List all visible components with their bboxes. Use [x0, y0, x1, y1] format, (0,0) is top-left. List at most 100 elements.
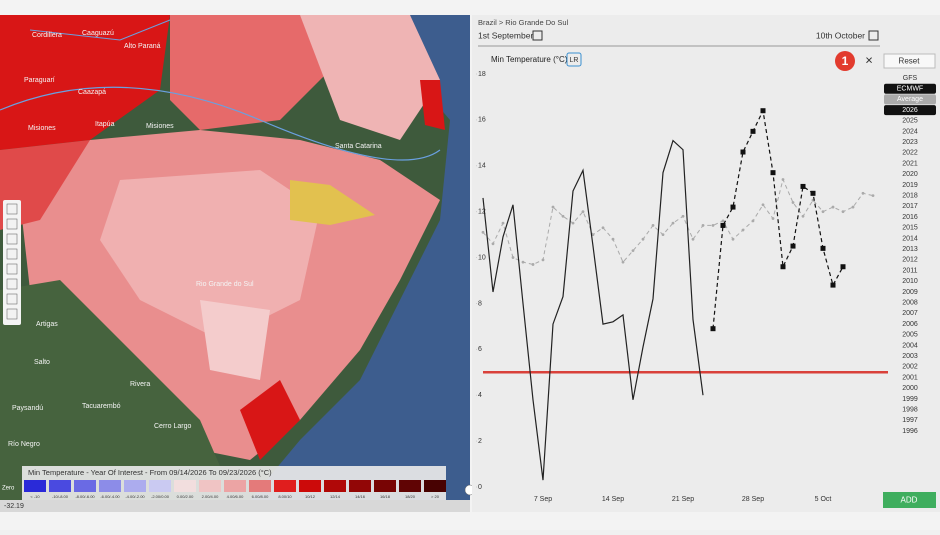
- map-legend-first: Zero: [2, 486, 15, 492]
- y-tick-label: 6: [478, 346, 482, 353]
- lr-button[interactable]: [566, 52, 582, 67]
- tool-button[interactable]: [6, 293, 18, 305]
- sidebar-item[interactable]: 2016: [902, 214, 918, 221]
- tool-button[interactable]: [6, 278, 18, 290]
- legend-label: 0.00/2.00: [177, 494, 194, 499]
- sidebar-item[interactable]: 1999: [902, 396, 918, 403]
- series-marker: [770, 170, 776, 176]
- legend-swatch: [324, 480, 346, 492]
- sidebar-item[interactable]: 2007: [902, 310, 918, 317]
- tool-button[interactable]: [6, 218, 18, 230]
- sidebar-item[interactable]: 2013: [902, 246, 918, 253]
- series-marker: [791, 201, 795, 204]
- sidebar-item[interactable]: 2004: [902, 342, 918, 349]
- legend-label: -2.00/0.00: [151, 494, 170, 499]
- sidebar-item[interactable]: 2020: [902, 171, 918, 178]
- series-marker: [840, 264, 846, 270]
- sidebar-item[interactable]: GFS: [903, 75, 918, 82]
- legend-swatch: [174, 480, 196, 492]
- tool-button[interactable]: [6, 233, 18, 245]
- sidebar-item[interactable]: 1997: [902, 417, 918, 424]
- y-tick-label: 10: [478, 254, 486, 261]
- series-marker: [730, 204, 736, 210]
- sidebar-item[interactable]: 2023: [902, 139, 918, 146]
- legend-label: > 20: [431, 494, 440, 499]
- tool-button[interactable]: [6, 203, 18, 215]
- sidebar-item[interactable]: Average: [897, 96, 923, 103]
- sidebar-item[interactable]: 2001: [902, 374, 918, 381]
- map-toolbar: [3, 200, 21, 325]
- map-label: Caaguazú: [82, 30, 114, 37]
- legend-swatch: [199, 480, 221, 492]
- sidebar-item[interactable]: 2015: [902, 225, 918, 232]
- sidebar-item[interactable]: 2006: [902, 321, 918, 328]
- legend-label: 6.00/8.00: [252, 494, 269, 499]
- lr-label[interactable]: LR: [570, 57, 579, 64]
- end-date[interactable]: 10th October: [816, 30, 865, 40]
- series-marker: [501, 221, 505, 225]
- legend-label: 16/18: [380, 494, 391, 499]
- sidebar-item[interactable]: 2010: [902, 278, 918, 285]
- y-tick-label: 16: [478, 117, 486, 124]
- series-marker: [761, 203, 765, 207]
- sidebar-item[interactable]: 2024: [902, 128, 918, 135]
- add-button[interactable]: [883, 492, 936, 508]
- close-button[interactable]: ×: [865, 52, 873, 67]
- series-marker: [750, 128, 756, 134]
- y-tick-label: 18: [478, 71, 486, 78]
- sidebar-item[interactable]: 2017: [902, 203, 918, 210]
- sidebar-item[interactable]: 2008: [902, 300, 918, 307]
- calendar-icon[interactable]: [532, 30, 543, 41]
- sidebar-item[interactable]: 2009: [902, 289, 918, 296]
- legend-label: -8.00/-6.00: [75, 494, 95, 499]
- series-marker: [861, 191, 865, 195]
- calendar-icon[interactable]: [868, 30, 879, 41]
- start-date[interactable]: 1st September: [478, 30, 533, 40]
- tool-button[interactable]: [6, 263, 18, 275]
- legend-label: 12/14: [330, 494, 341, 499]
- map-label: Salto: [34, 359, 50, 366]
- tool-button[interactable]: [6, 248, 18, 260]
- sidebar-item[interactable]: 2022: [902, 150, 918, 157]
- legend-swatch: [74, 480, 96, 492]
- tool-button[interactable]: [6, 308, 18, 320]
- series-marker: [771, 217, 775, 220]
- sidebar-item[interactable]: 2018: [902, 193, 918, 200]
- series-marker: [731, 237, 735, 241]
- sidebar-highlight: [884, 94, 936, 105]
- sidebar-item[interactable]: 2019: [902, 182, 918, 189]
- legend-label: 2.00/4.00: [202, 494, 219, 499]
- y-tick-label: 4: [478, 392, 482, 399]
- sidebar-item[interactable]: 1996: [902, 428, 918, 435]
- series-marker: [611, 237, 615, 241]
- sidebar-item[interactable]: 2000: [902, 385, 918, 392]
- map-coordinate: -32.19: [4, 503, 24, 510]
- map-label: Alto Paraná: [124, 43, 161, 50]
- series-marker: [760, 108, 766, 114]
- reset-label[interactable]: Reset: [899, 57, 921, 66]
- sidebar-item[interactable]: 1998: [902, 407, 918, 414]
- sidebar-item[interactable]: 2002: [902, 364, 918, 371]
- sidebar-item[interactable]: 2021: [902, 160, 918, 167]
- sidebar-item[interactable]: 2014: [902, 235, 918, 242]
- series-marker: [831, 205, 835, 209]
- sidebar-item[interactable]: 2011: [902, 267, 917, 274]
- sidebar-item[interactable]: 2005: [902, 332, 918, 339]
- sidebar-item[interactable]: ECMWF: [897, 86, 923, 93]
- reset-button[interactable]: [883, 53, 936, 69]
- series-marker: [681, 214, 685, 218]
- add-label[interactable]: ADD: [901, 496, 918, 505]
- legend-label: -6.00/-4.00: [100, 494, 120, 499]
- sidebar-item[interactable]: 2003: [902, 353, 918, 360]
- series-marker: [830, 282, 836, 288]
- sidebar-item[interactable]: 2026: [902, 107, 918, 114]
- legend-swatch: [349, 480, 371, 492]
- sidebar-item[interactable]: 2012: [902, 257, 918, 264]
- map-label: Rio Grande do Sul: [196, 281, 254, 288]
- sidebar-item[interactable]: 2025: [902, 118, 918, 125]
- legend-label: 8.00/10: [278, 494, 292, 499]
- map-label: Tacuarembó: [82, 403, 121, 410]
- series-marker: [800, 183, 806, 189]
- series-marker: [810, 190, 816, 196]
